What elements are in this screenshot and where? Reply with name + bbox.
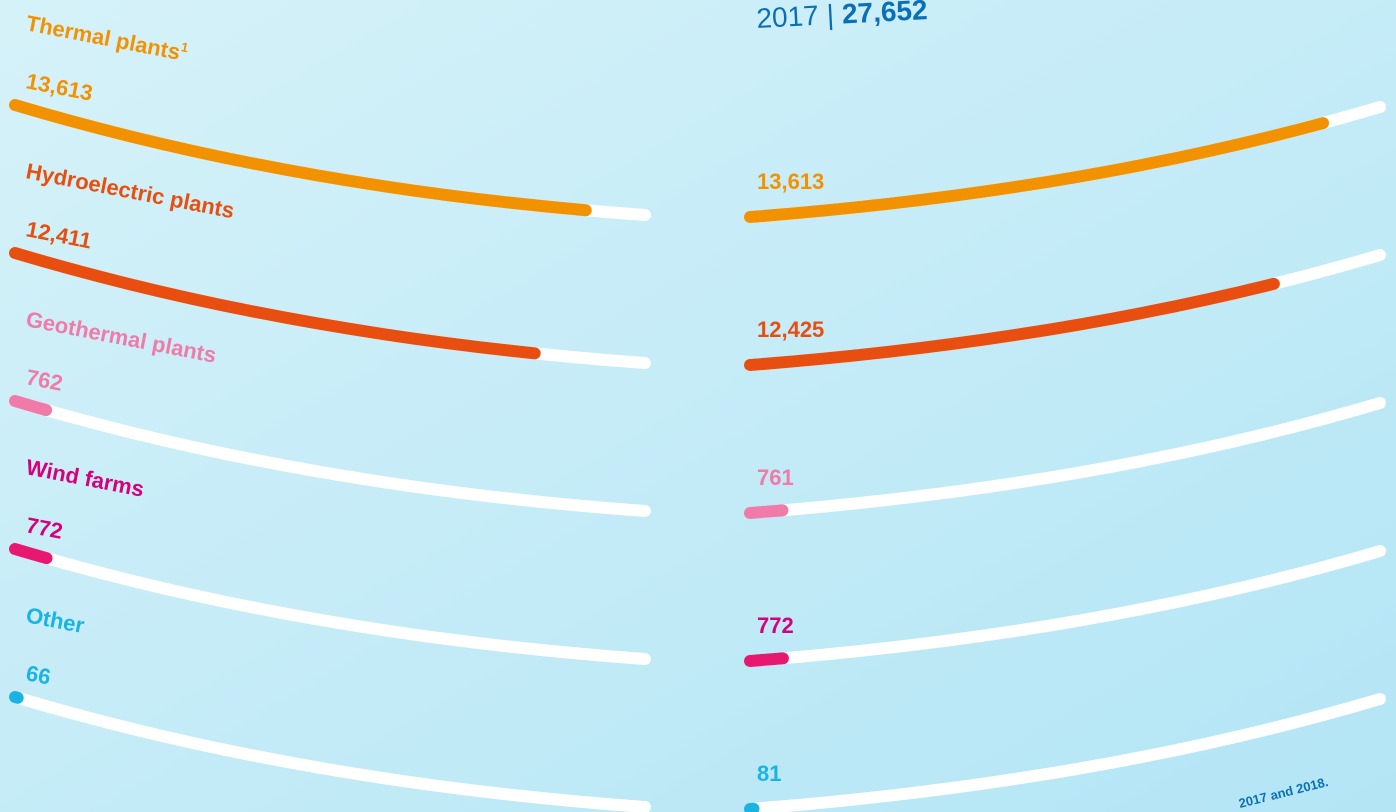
year: 2017 [756,0,820,34]
track [9,543,651,665]
value-label: 13,613 [757,169,824,194]
value-label: 81 [757,761,781,786]
separator: | [826,0,835,30]
track [744,693,1386,812]
value-label: 772 [757,613,794,638]
footnote-marker: 1 [180,39,190,55]
value-label: 761 [757,465,794,490]
value-label: 66 [24,660,53,689]
bar [744,249,1386,371]
track [744,397,1386,519]
value-label: 12,425 [757,317,824,342]
panel-title: 2017 | 27,652 [756,0,929,34]
bar [744,101,1386,223]
bar [9,99,651,221]
bar [9,247,651,369]
track [9,395,651,517]
track [9,691,651,812]
total: 27,652 [841,0,928,30]
track [744,545,1386,667]
